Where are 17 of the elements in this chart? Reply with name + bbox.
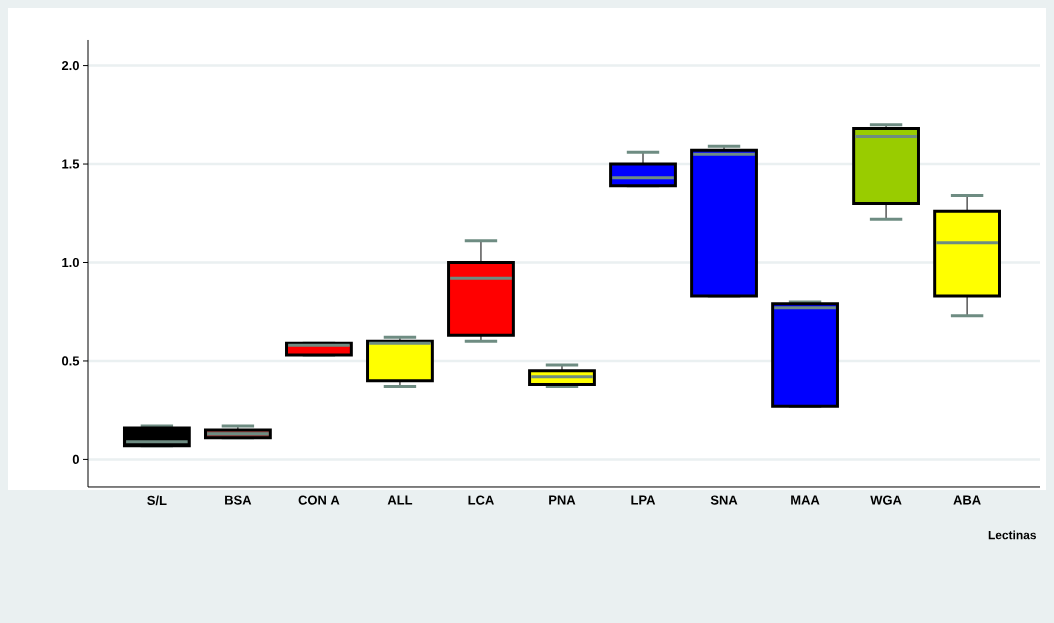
x-tick-label: ALL [387,495,413,505]
x-tick-label: LPA [631,495,656,505]
y-tick-label: 0 [72,454,79,464]
x-tick-label: LCA [468,495,494,505]
y-tick-label: 1.0 [62,257,79,268]
y-tick-label: 2.0 [61,60,79,71]
y-tick-label: 1.5 [62,159,80,169]
x-tick-label: SNA [710,495,738,505]
x-tick-label: BSA [225,495,252,505]
x-axis-title: Lectinas [988,530,1036,540]
x-tick-label: S/L [147,495,167,506]
x-tick-label: PNA [549,495,576,505]
y-tick-label: 0.5 [62,356,80,366]
x-tick-label: CON A [298,495,340,505]
x-tick-label: WGA [870,495,902,505]
x-tick-label: MAA [791,495,820,505]
x-tick-label: ABA [953,495,981,505]
